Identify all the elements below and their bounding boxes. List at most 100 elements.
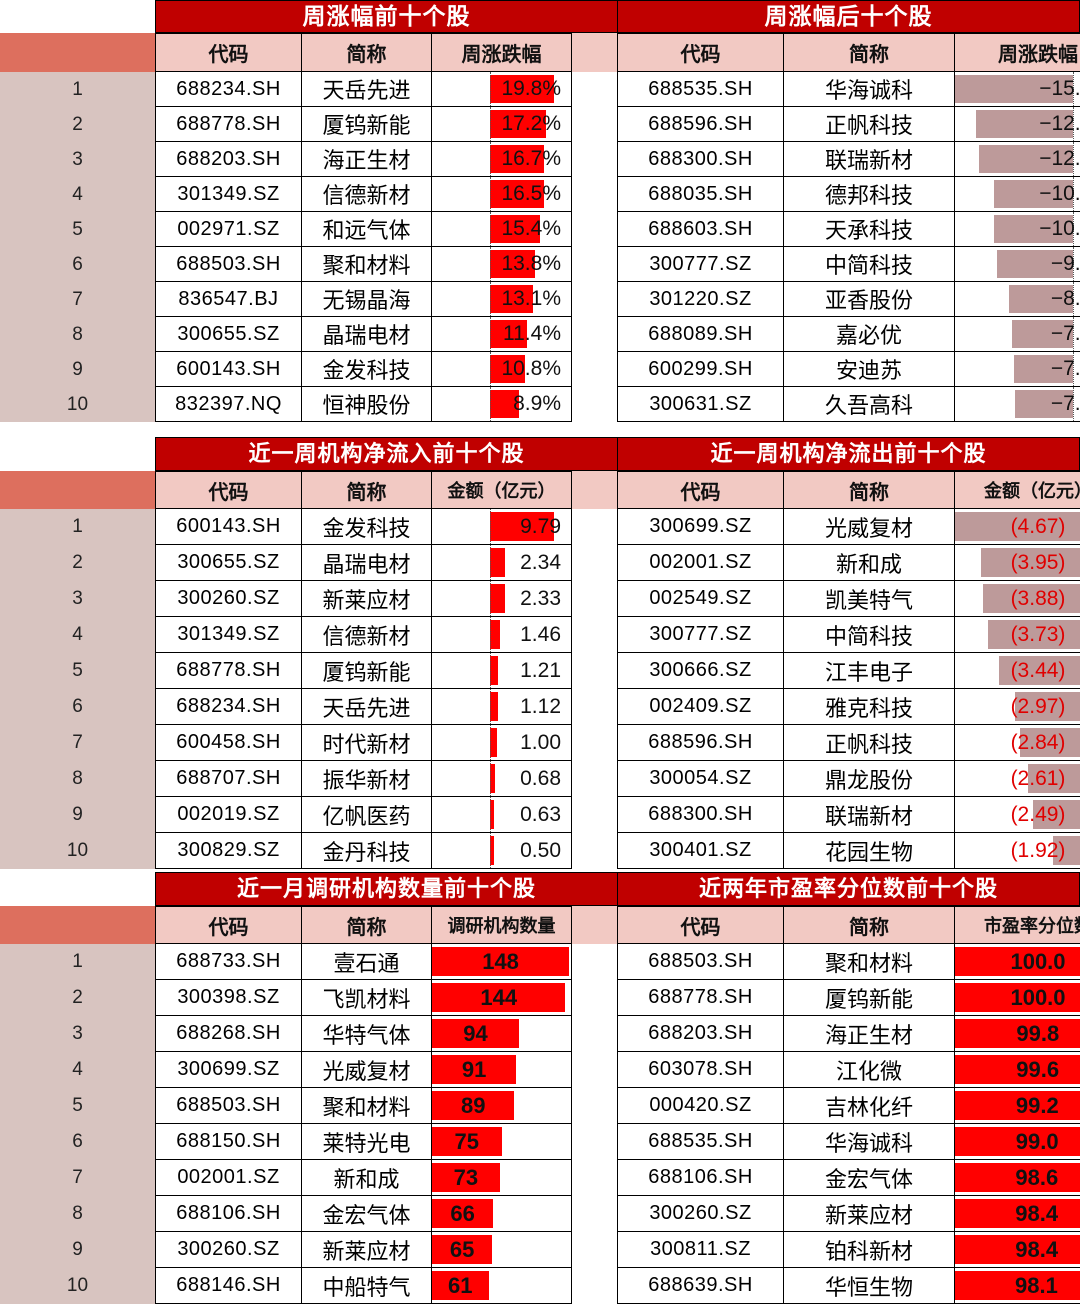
value-bar bbox=[955, 1163, 1080, 1192]
value-bar bbox=[490, 620, 500, 649]
value-bar bbox=[490, 548, 506, 577]
table-title-text: 近一月调研机构数量前十个股 bbox=[236, 876, 536, 901]
cell-value: −8.3% bbox=[955, 282, 1080, 317]
value-text: 100.0 bbox=[1010, 985, 1066, 1010]
row-number: 7 bbox=[72, 1167, 83, 1188]
table-row: 688203.SH 海正生材 99.8 bbox=[617, 1016, 1080, 1052]
zero-line bbox=[1072, 317, 1074, 351]
zero-line bbox=[490, 142, 492, 176]
table-row: 832397.NQ 恒神股份 8.9% bbox=[155, 387, 617, 422]
table-row: 300666.SZ 江丰电子 (3.44) bbox=[617, 653, 1080, 689]
cell-name: 时代新材 bbox=[302, 725, 432, 761]
value-text: −15.2% bbox=[1039, 77, 1080, 100]
cell-name: 恒神股份 bbox=[302, 387, 432, 422]
table-row: 300777.SZ 中简科技 (3.73) bbox=[617, 617, 1080, 653]
value-text: −10.2% bbox=[1039, 182, 1080, 205]
zero-line bbox=[490, 107, 492, 141]
cell-code: 832397.NQ bbox=[155, 387, 302, 422]
cell-name: 新和成 bbox=[784, 545, 955, 581]
value-text: 91 bbox=[461, 1057, 487, 1082]
table-header-row: 代码简称市盈率分位数 bbox=[617, 906, 1080, 944]
cell-code: 300777.SZ bbox=[617, 247, 784, 282]
cell-name: 海正生材 bbox=[302, 142, 432, 177]
value-text: −7.4% bbox=[1050, 392, 1080, 415]
cell-name: 天承科技 bbox=[784, 212, 955, 247]
table-row: 688146.SH 中船特气 61 bbox=[155, 1268, 617, 1304]
value-text: (3.95) bbox=[1010, 550, 1066, 574]
row-number: 9 bbox=[72, 358, 83, 380]
table-header-row: 代码 简称 调研机构数量 bbox=[155, 906, 617, 944]
table-row: 688203.SH 海正生材 16.7% bbox=[155, 142, 617, 177]
value-text: 65 bbox=[449, 1237, 475, 1262]
cell-code: 688535.SH bbox=[617, 72, 784, 107]
table-row: 002001.SZ 新和成 (3.95) bbox=[617, 545, 1080, 581]
cell-name: 久吾高科 bbox=[784, 387, 955, 422]
cell-code: 688603.SH bbox=[617, 212, 784, 247]
value-bar bbox=[490, 110, 546, 138]
table-row: 688150.SH 莱特光电 75 bbox=[155, 1124, 617, 1160]
cell-value: 91 bbox=[432, 1052, 572, 1088]
section-research-and-pe: 1 2 3 4 5 6 7 8 9 10 近一月调研机构数量前十个股 代码 简称 调研机构数量 688733… bbox=[0, 872, 1080, 1304]
value-text: 1.21 bbox=[520, 658, 561, 682]
value-text: −7.8% bbox=[1050, 322, 1080, 345]
cell-name: 金发科技 bbox=[302, 509, 432, 545]
table-row: 836547.BJ 无锡晶海 13.1% bbox=[155, 282, 617, 317]
value-text: 13.8% bbox=[501, 252, 561, 275]
value-bar bbox=[1015, 390, 1073, 418]
row-number: 6 bbox=[72, 696, 83, 717]
value-text: −12.1% bbox=[1039, 147, 1080, 170]
value-text: 144 bbox=[480, 985, 518, 1010]
value-bar bbox=[996, 250, 1073, 278]
cell-value: −10.2% bbox=[955, 177, 1080, 212]
cell-value: 2.34 bbox=[432, 545, 572, 581]
value-bar bbox=[988, 620, 1080, 649]
cell-code: 688300.SH bbox=[617, 797, 784, 833]
row-number: 2 bbox=[72, 987, 83, 1008]
zero-line bbox=[1072, 177, 1074, 211]
cell-code: 300829.SZ bbox=[155, 833, 302, 869]
cell-code: 688596.SH bbox=[617, 725, 784, 761]
cell-code: 301349.SZ bbox=[155, 177, 302, 212]
value-text: 94 bbox=[463, 1021, 488, 1046]
cell-name: 亿帆医药 bbox=[302, 797, 432, 833]
cell-name: 联瑞新材 bbox=[784, 142, 955, 177]
table-row: 688639.SH 华恒生物 98.1 bbox=[617, 1268, 1080, 1304]
value-bar bbox=[490, 180, 544, 208]
value-bar bbox=[983, 584, 1080, 613]
value-text: (2.84) bbox=[1010, 730, 1066, 754]
table-row: 300260.SZ 新莱应材 65 bbox=[155, 1232, 617, 1268]
row-number: 9 bbox=[72, 804, 83, 825]
cell-code: 300260.SZ bbox=[155, 1232, 302, 1268]
cell-code: 688203.SH bbox=[155, 142, 302, 177]
cell-code: 300811.SZ bbox=[617, 1232, 784, 1268]
value-text: −7.6% bbox=[1050, 357, 1080, 380]
table-row: 300699.SZ 光威复材 91 bbox=[155, 1052, 617, 1088]
cell-code: 300260.SZ bbox=[617, 1196, 784, 1232]
cell-code: 688089.SH bbox=[617, 317, 784, 352]
tables-weekly-change: 周涨幅前十个股 代码 简称 周涨跌幅 688234.SH 天岳先进 19.8% 688778.… bbox=[155, 0, 1080, 422]
cell-code: 300777.SZ bbox=[617, 617, 784, 653]
cell-name: 嘉必优 bbox=[784, 317, 955, 352]
table-weekly-change-right: 周涨幅后十个股代码简称周涨跌幅688535.SH华海诚科−15.2%688596… bbox=[617, 0, 1080, 422]
cell-name: 铂科新材 bbox=[784, 1232, 955, 1268]
row-number: 3 bbox=[72, 1023, 83, 1044]
cell-value: 15.4% bbox=[432, 212, 572, 247]
table-title-text: 近两年市盈率分位数前十个股 bbox=[698, 876, 998, 901]
value-text: 75 bbox=[454, 1129, 479, 1154]
cell-value: (2.49) bbox=[955, 797, 1080, 833]
table-row: 688778.SH 厦钨新能 1.21 bbox=[155, 653, 617, 689]
value-text: −9.8% bbox=[1050, 252, 1080, 275]
cell-code: 688778.SH bbox=[155, 107, 302, 142]
value-bar bbox=[1012, 320, 1073, 348]
cell-code: 688234.SH bbox=[155, 689, 302, 725]
value-bar bbox=[998, 656, 1080, 685]
cell-code: 000420.SZ bbox=[617, 1088, 784, 1124]
value-text: −10.2% bbox=[1039, 217, 1080, 240]
cell-code: 300401.SZ bbox=[617, 833, 784, 869]
value-bar bbox=[490, 656, 499, 685]
